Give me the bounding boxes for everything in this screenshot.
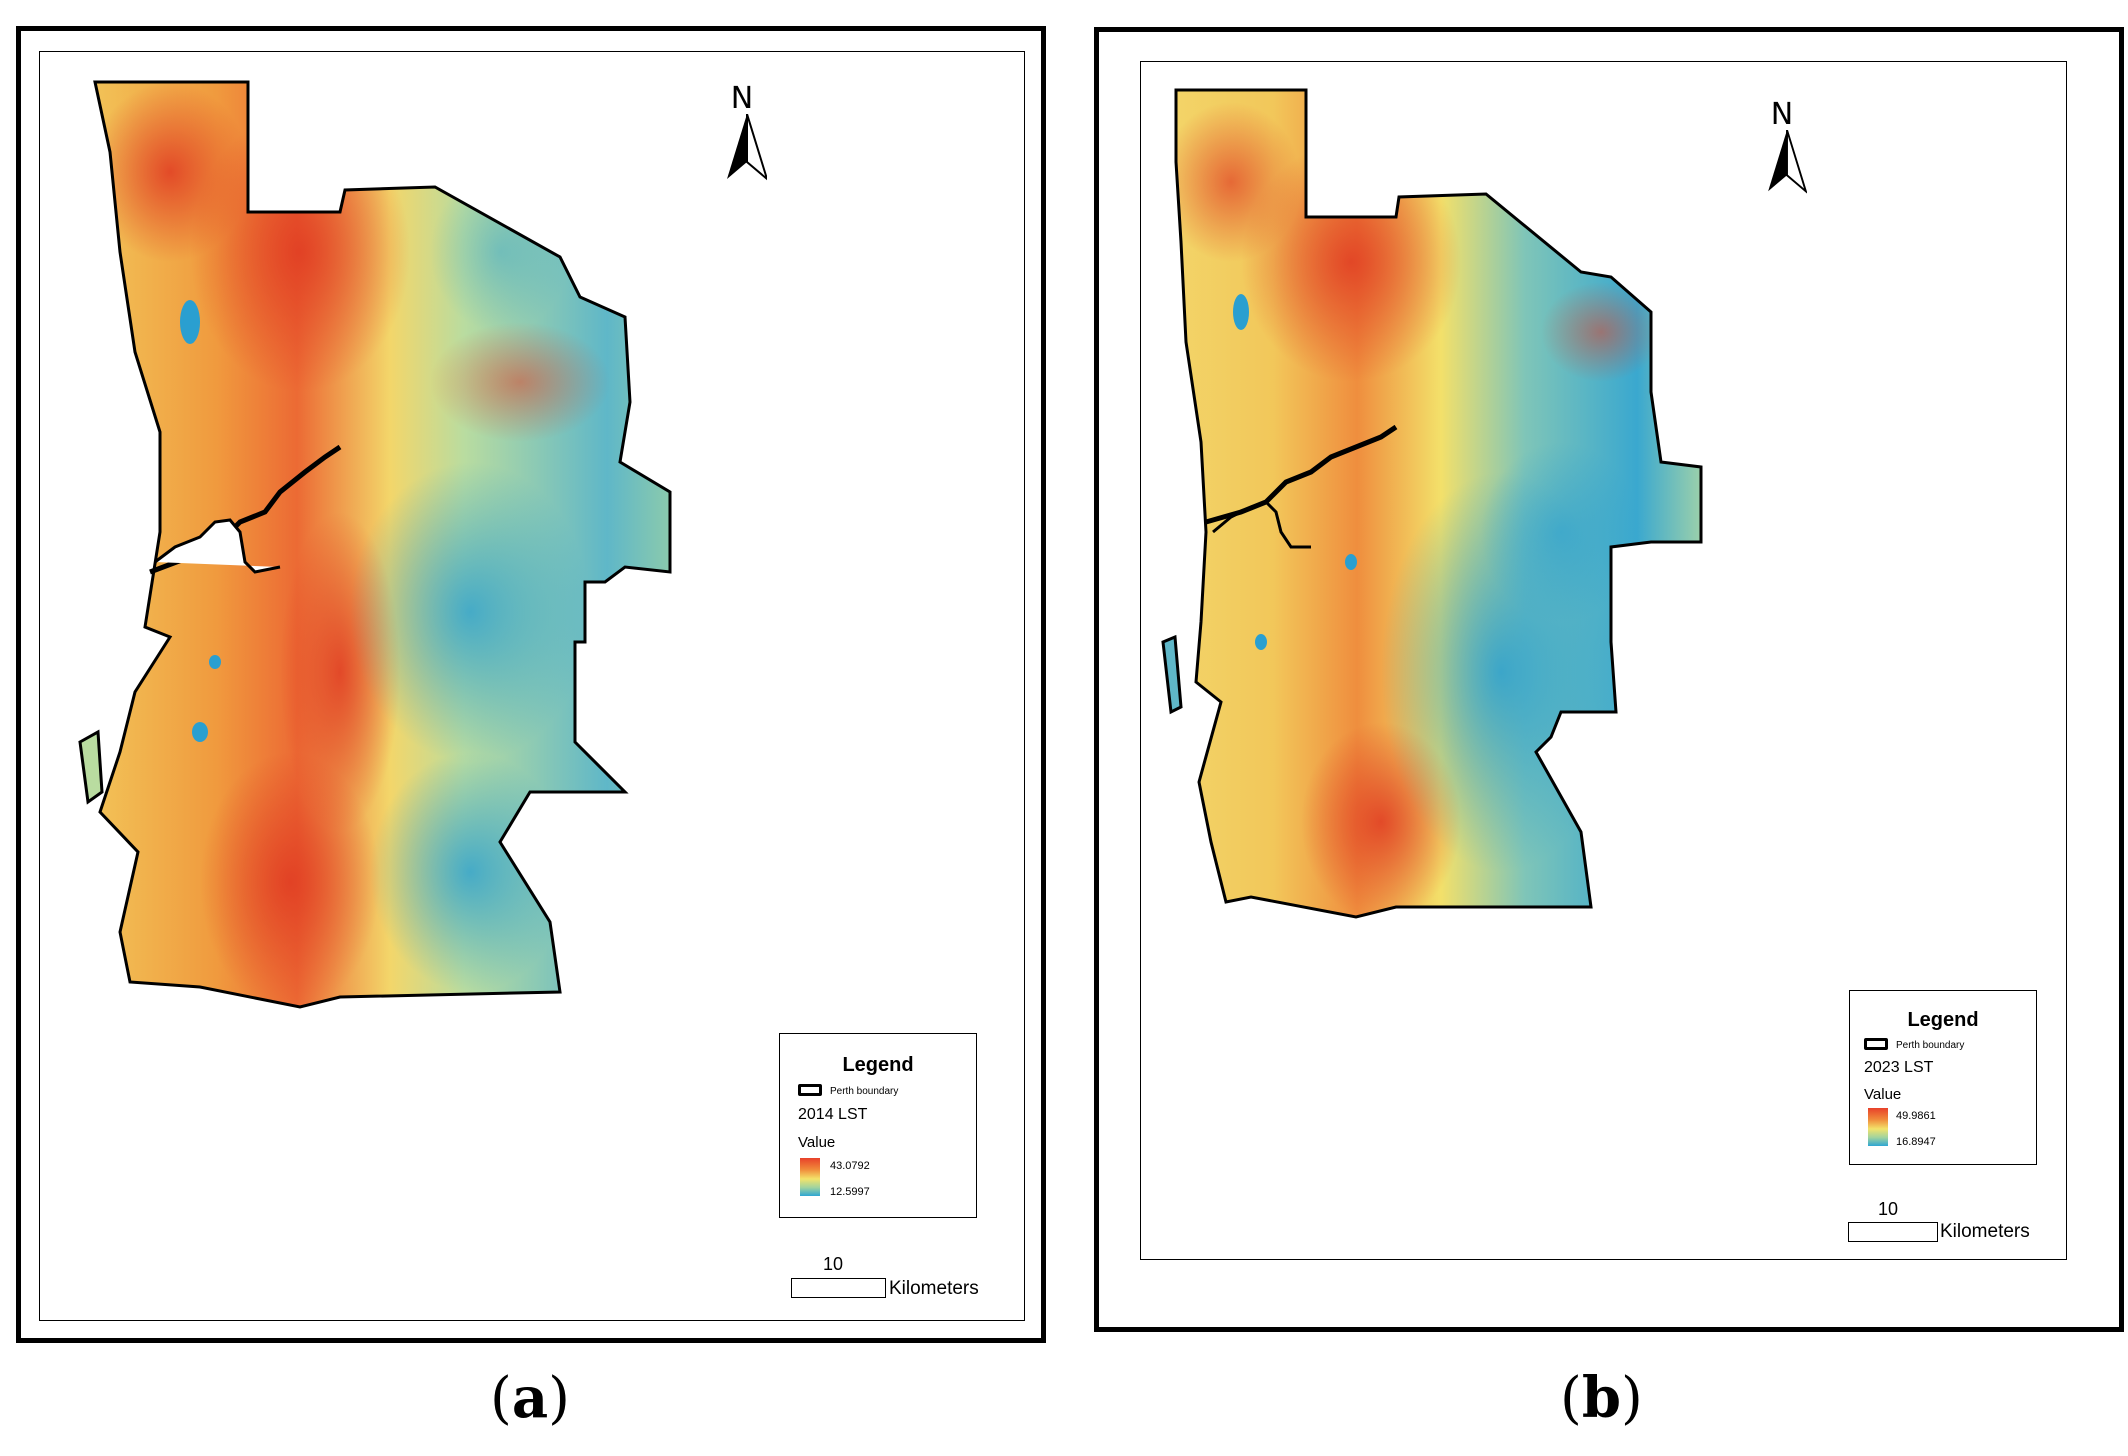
- ramp-min: 16.8947: [1896, 1136, 1936, 1148]
- layer-name: 2014 LST: [798, 1106, 868, 1123]
- scale-number: 10: [1878, 1199, 1899, 1219]
- value-label: Value: [798, 1134, 836, 1151]
- legend-title: Legend: [842, 1054, 914, 1076]
- north-arrow-b: N: [1752, 100, 1812, 201]
- value-label: Value: [1864, 1086, 1902, 1103]
- scale-unit: Kilometers: [1940, 1221, 2030, 1242]
- scale-box: [791, 1278, 886, 1298]
- layer-name: 2023 LST: [1864, 1059, 1934, 1076]
- caption-letter: b: [1581, 1365, 1622, 1431]
- north-label: N: [1770, 97, 1794, 132]
- north-arrow-icon: [727, 113, 769, 182]
- boundary-label: Perth boundary: [830, 1086, 899, 1097]
- north-label: N: [730, 81, 754, 116]
- lst-map-2014: [78, 80, 672, 1009]
- lst-map-2023: [1161, 88, 1703, 919]
- legend-a: Legend Perth boundary 2014 LST Value 43.…: [779, 1033, 977, 1218]
- legend-b: Legend Perth boundary 2023 LST Value 49.…: [1849, 990, 2037, 1165]
- ramp-max: 49.9861: [1896, 1110, 1936, 1122]
- color-ramp: [800, 1158, 820, 1196]
- map-panel-a: N Legend Perth boundary 2014 LST Value 4…: [16, 26, 1046, 1343]
- map-panel-b: N Legend Perth boundary 2023 LST Value 4…: [1094, 27, 2124, 1332]
- boundary-swatch: [798, 1084, 822, 1096]
- map-frame-a: N Legend Perth boundary 2014 LST Value 4…: [39, 51, 1025, 1321]
- boundary-label: Perth boundary: [1896, 1040, 1965, 1051]
- ramp-max: 43.0792: [830, 1160, 870, 1172]
- scale-number: 10: [823, 1254, 844, 1274]
- scale-box: [1848, 1222, 1938, 1242]
- north-arrow-a: N: [712, 84, 772, 189]
- caption-letter: a: [511, 1365, 549, 1431]
- color-ramp: [1868, 1108, 1888, 1146]
- map-frame-b: N Legend Perth boundary 2023 LST Value 4…: [1140, 61, 2067, 1260]
- caption-a: (a): [490, 1365, 571, 1431]
- boundary-swatch: [1864, 1038, 1888, 1050]
- legend-title: Legend: [1907, 1009, 1979, 1031]
- caption-b: (b): [1560, 1365, 1643, 1431]
- ramp-min: 12.5997: [830, 1186, 870, 1198]
- north-arrow-icon: [1768, 129, 1808, 195]
- scale-unit: Kilometers: [889, 1278, 979, 1299]
